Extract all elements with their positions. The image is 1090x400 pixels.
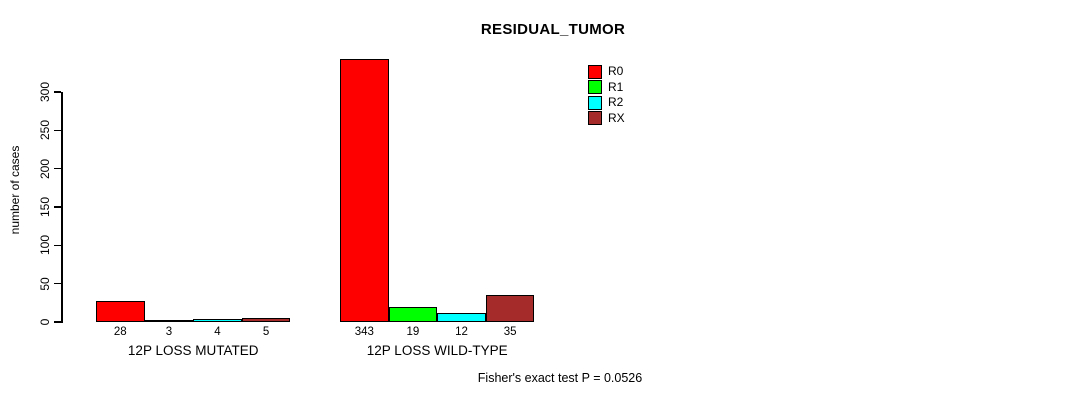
legend-item: RX xyxy=(588,110,625,125)
y-tick-label: 150 xyxy=(38,196,52,218)
bar-value-label: 28 xyxy=(113,326,127,338)
y-tick-label: 50 xyxy=(38,276,52,291)
y-tick-label: 200 xyxy=(38,158,52,179)
bar-value-label: 12 xyxy=(455,326,468,338)
y-axis-label: number of cases xyxy=(8,145,22,235)
legend-item: R0 xyxy=(588,64,625,79)
legend-swatch-R0 xyxy=(588,64,602,79)
y-tick-label: 100 xyxy=(38,235,52,256)
legend-swatch-R2 xyxy=(588,95,602,110)
legend-swatch-RX xyxy=(588,111,602,125)
legend-label-R2: R2 xyxy=(608,95,624,109)
bar-value-label: 19 xyxy=(406,326,420,338)
y-axis-line xyxy=(61,92,63,323)
group-label: 12P LOSS MUTATED xyxy=(127,343,259,358)
bar-R1 xyxy=(388,307,438,322)
bar-RX xyxy=(485,295,535,322)
bar-value-label: 5 xyxy=(262,326,270,338)
legend-label-R1: R1 xyxy=(608,79,624,94)
y-tick xyxy=(54,91,61,93)
legend-swatch-R1 xyxy=(588,80,602,94)
y-tick xyxy=(54,129,61,132)
bar-R2 xyxy=(437,312,486,322)
y-tick-label: 300 xyxy=(38,81,52,103)
legend-label-RX: RX xyxy=(608,110,625,125)
bar-value-label: 3 xyxy=(165,326,173,338)
bar-value-label: 343 xyxy=(354,326,374,338)
y-tick-label: 250 xyxy=(38,120,52,141)
y-tick xyxy=(54,282,61,285)
y-tick xyxy=(54,167,61,170)
bar-R0 xyxy=(96,300,145,322)
group-label: 12P LOSS WILD-TYPE xyxy=(366,343,508,358)
bar-R2 xyxy=(193,318,242,322)
bar-value-label: 4 xyxy=(214,326,221,338)
legend: R0 R1 R2 RX xyxy=(588,64,625,127)
y-tick xyxy=(54,244,61,247)
annotation-text: Fisher's exact test P = 0.0526 xyxy=(477,371,643,385)
bar-RX xyxy=(241,318,291,322)
chart-title: RESIDUAL_TUMOR xyxy=(480,21,626,38)
bar-R1 xyxy=(144,319,194,322)
y-tick xyxy=(54,321,61,323)
y-tick xyxy=(54,206,61,208)
legend-item: R1 xyxy=(588,79,625,94)
legend-item: R2 xyxy=(588,95,625,110)
y-tick-label: 0 xyxy=(38,318,52,326)
legend-label-R0: R0 xyxy=(608,64,624,78)
bar-value-label: 35 xyxy=(503,326,517,338)
bar-R0 xyxy=(340,59,389,322)
